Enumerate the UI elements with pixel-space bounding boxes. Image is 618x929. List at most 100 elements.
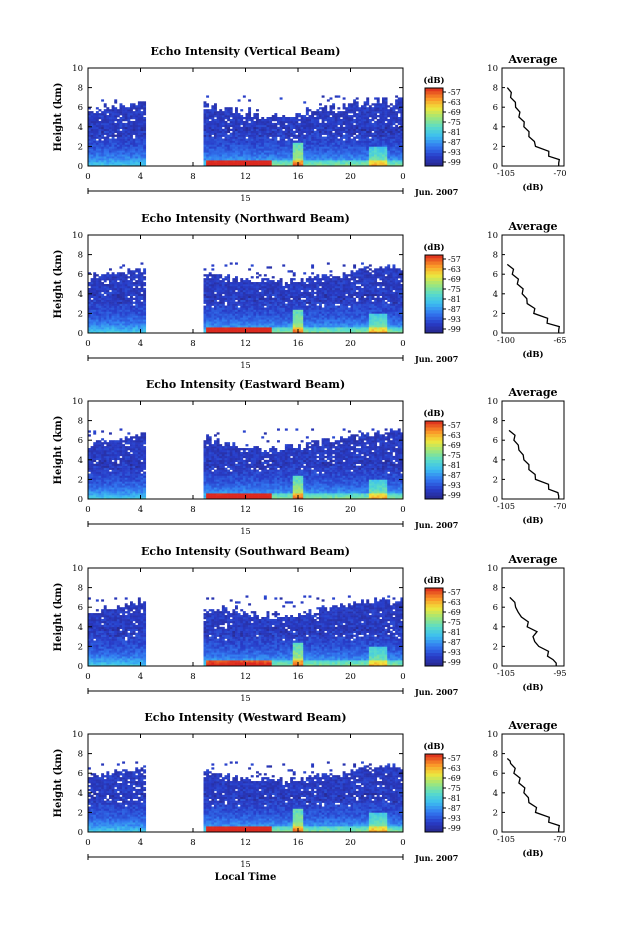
heatmap-cell <box>332 309 336 312</box>
heatmap-cell <box>279 130 283 133</box>
heatmap-cell <box>387 136 391 139</box>
heatmap-cell <box>347 162 351 165</box>
heatmap-cell <box>245 329 249 332</box>
heatmap-cell <box>295 160 299 163</box>
heatmap-cell <box>256 284 259 287</box>
heatmap-cell <box>326 113 330 116</box>
heatmap-cell <box>256 152 259 155</box>
heatmap-cell <box>119 146 123 149</box>
heatmap-cell <box>263 128 267 132</box>
heatmap-cell <box>308 280 312 283</box>
heatmap-cell <box>332 144 336 147</box>
heatmap-cell <box>109 313 112 316</box>
heatmap-cell <box>279 142 283 145</box>
heatmap-cell <box>248 317 252 320</box>
heatmap-cell <box>235 162 238 165</box>
heatmap-cell <box>366 118 370 122</box>
heatmap-cell <box>235 303 238 306</box>
heatmap-cell <box>242 152 246 155</box>
heatmap-cell <box>261 287 265 291</box>
heatmap-cell <box>101 118 105 122</box>
heatmap-cell <box>292 325 296 328</box>
heatmap-cell <box>116 289 120 293</box>
heatmap-cell <box>114 278 118 281</box>
heatmap-cell <box>350 107 354 110</box>
heatmap-cell <box>216 319 220 322</box>
heatmap-cell <box>319 327 322 330</box>
heatmap-cell <box>395 156 399 159</box>
heatmap-cell <box>290 164 294 167</box>
heatmap-cell <box>313 331 317 334</box>
heatmap-cell <box>300 311 304 314</box>
heatmap-cell <box>248 117 252 120</box>
heatmap-cell <box>384 164 388 167</box>
heatmap-cell <box>253 152 257 155</box>
heatmap-cell <box>116 132 120 135</box>
heatmap-cell <box>266 280 270 283</box>
heatmap-cell <box>240 164 244 167</box>
heatmap-cell <box>109 150 112 153</box>
heatmap-cell <box>111 284 115 287</box>
heatmap-cell <box>303 126 307 130</box>
heatmap-cell <box>219 150 223 153</box>
heatmap-cell <box>127 309 131 312</box>
heatmap-cell <box>229 331 233 334</box>
heatmap-cell <box>371 154 375 157</box>
heatmap-cell <box>319 278 322 281</box>
heatmap-cell <box>214 278 217 281</box>
heatmap-cell <box>319 146 322 149</box>
heatmap-cell <box>298 309 301 312</box>
heatmap-cell <box>211 313 215 316</box>
heatmap-cell <box>130 276 133 279</box>
heatmap-cell <box>95 128 99 132</box>
heatmap-cell <box>214 297 217 300</box>
heatmap-cell <box>221 282 225 285</box>
heatmap-cell <box>106 152 110 155</box>
heatmap-cell <box>253 305 257 308</box>
heatmap-cell <box>308 154 312 157</box>
heatmap-cell <box>334 276 338 279</box>
heatmap-cell <box>237 122 241 126</box>
heatmap-cell <box>206 301 210 304</box>
heatmap-cell <box>316 313 320 316</box>
heatmap-cell <box>124 329 128 332</box>
heatmap-cell <box>132 107 136 110</box>
heatmap-cell <box>366 158 370 161</box>
heatmap-cell <box>334 317 338 320</box>
heatmap-cell <box>227 280 231 283</box>
heatmap-cell <box>114 299 118 302</box>
heatmap-cell <box>329 293 333 297</box>
heatmap-cell <box>122 303 126 306</box>
heatmap-cell <box>240 280 244 283</box>
heatmap-cell <box>245 124 249 128</box>
heatmap-cell <box>232 289 236 293</box>
heatmap-cell <box>290 319 294 322</box>
heatmap-cell <box>203 280 207 283</box>
heatmap-cell <box>329 317 333 320</box>
heatmap-cell <box>371 150 375 153</box>
heatmap-cell <box>261 303 265 306</box>
heatmap-cell <box>140 103 144 106</box>
heatmap-cell <box>292 319 296 322</box>
heatmap-cell <box>122 284 126 287</box>
heatmap-cell <box>340 162 343 165</box>
heatmap-cell <box>266 164 270 167</box>
heatmap-cell <box>395 115 399 118</box>
heatmap-cell <box>337 95 341 98</box>
heatmap-cell <box>282 154 286 157</box>
heatmap-cell <box>122 264 126 267</box>
heatmap-cell <box>303 303 307 306</box>
heatmap-cell <box>101 327 105 330</box>
heatmap-cell <box>93 305 97 308</box>
heatmap-cell <box>216 140 220 143</box>
heatmap-cell <box>266 285 270 289</box>
heatmap-cell <box>211 158 215 161</box>
heatmap-cell <box>342 128 346 132</box>
heatmap-cell <box>266 140 270 143</box>
heatmap-cell <box>261 132 265 135</box>
heatmap-cell <box>382 134 385 137</box>
heatmap-cell <box>332 285 336 289</box>
heatmap-cell <box>109 118 112 122</box>
profile-frame <box>501 67 565 167</box>
heatmap-cell <box>321 282 325 285</box>
